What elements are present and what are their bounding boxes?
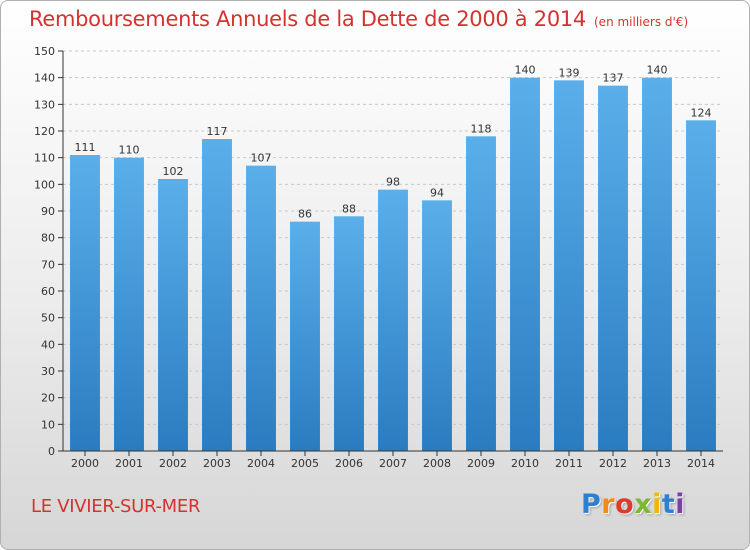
- x-tick-label: 2008: [423, 457, 451, 470]
- bar: [642, 77, 672, 452]
- bar: [598, 85, 628, 452]
- y-tick-label: 50: [41, 312, 55, 325]
- bar-value-label: 124: [691, 106, 712, 119]
- x-tick-label: 2005: [291, 457, 319, 470]
- x-tick-label: 2000: [71, 457, 99, 470]
- logo-letter: o: [615, 489, 635, 520]
- x-tick-label: 2014: [687, 457, 715, 470]
- commune-name: LE VIVIER-SUR-MER: [31, 496, 201, 517]
- bar: [686, 120, 716, 451]
- x-tick-label: 2011: [555, 457, 583, 470]
- logo-letter: x: [634, 489, 653, 520]
- labels: 0 10 20 30 40 50 60 70 80 90 100 110 120 130 140 150 111…: [34, 45, 715, 470]
- y-tick-label: 30: [41, 365, 55, 378]
- y-tick-label: 10: [41, 418, 55, 431]
- y-tick-label: 120: [34, 125, 55, 138]
- bar-value-label: 137: [603, 72, 624, 85]
- chart-title: Remboursements Annuels de la Dette de 20…: [29, 7, 688, 31]
- bar-value-label: 88: [342, 202, 356, 215]
- bar: [378, 189, 408, 451]
- y-tick-label: 140: [34, 72, 55, 85]
- bar-value-label: 98: [386, 176, 400, 189]
- bar: [202, 139, 232, 451]
- x-tick-label: 2006: [335, 457, 363, 470]
- bar: [422, 200, 452, 451]
- logo-letter: r: [601, 489, 616, 520]
- x-tick-label: 2007: [379, 457, 407, 470]
- bar: [554, 80, 584, 451]
- bar-value-label: 94: [430, 186, 444, 199]
- x-tick-label: 2013: [643, 457, 671, 470]
- y-tick-label: 70: [41, 258, 55, 271]
- chart-title-text: Remboursements Annuels de la Dette de 20…: [29, 7, 586, 31]
- y-tick-label: 110: [34, 152, 55, 165]
- bar-value-label: 140: [647, 64, 668, 77]
- bar-value-label: 110: [119, 144, 140, 157]
- bar: [158, 179, 188, 451]
- x-tick-label: 2009: [467, 457, 495, 470]
- y-tick-label: 60: [41, 285, 55, 298]
- bar-value-label: 107: [251, 152, 272, 165]
- y-tick-label: 130: [34, 98, 55, 111]
- y-tick-label: 40: [41, 338, 55, 351]
- logo-letter: i: [652, 489, 662, 520]
- proxiti-logo: Proxiti: [581, 489, 685, 520]
- bar-value-label: 139: [559, 66, 580, 79]
- bar-value-label: 117: [207, 125, 228, 138]
- bar: [70, 155, 100, 451]
- y-tick-label: 20: [41, 392, 55, 405]
- bar: [334, 216, 364, 451]
- chart-subtitle: (en milliers d'€): [594, 15, 689, 29]
- x-tick-label: 2001: [115, 457, 143, 470]
- y-tick-label: 0: [48, 445, 55, 458]
- bars: [70, 77, 716, 452]
- bar-value-label: 111: [75, 141, 96, 154]
- bar-value-label: 140: [515, 64, 536, 77]
- x-tick-label: 2010: [511, 457, 539, 470]
- bar: [290, 221, 320, 451]
- y-tick-label: 80: [41, 232, 55, 245]
- logo-letter: i: [675, 489, 686, 520]
- logo-letter: P: [581, 489, 602, 520]
- x-tick-label: 2002: [159, 457, 187, 470]
- bar: [466, 136, 496, 452]
- x-tick-label: 2003: [203, 457, 231, 470]
- y-tick-label: 150: [34, 45, 55, 58]
- y-tick-label: 100: [34, 178, 55, 191]
- x-tick-label: 2012: [599, 457, 627, 470]
- bar-value-label: 118: [471, 122, 492, 135]
- logo-letter: t: [661, 489, 676, 520]
- bar-value-label: 86: [298, 208, 312, 221]
- bar-value-label: 102: [163, 165, 184, 178]
- axes: [58, 50, 723, 456]
- bar: [114, 157, 144, 451]
- y-tick-label: 90: [41, 205, 55, 218]
- x-tick-label: 2004: [247, 457, 275, 470]
- bar: [510, 77, 540, 452]
- bar: [246, 165, 276, 451]
